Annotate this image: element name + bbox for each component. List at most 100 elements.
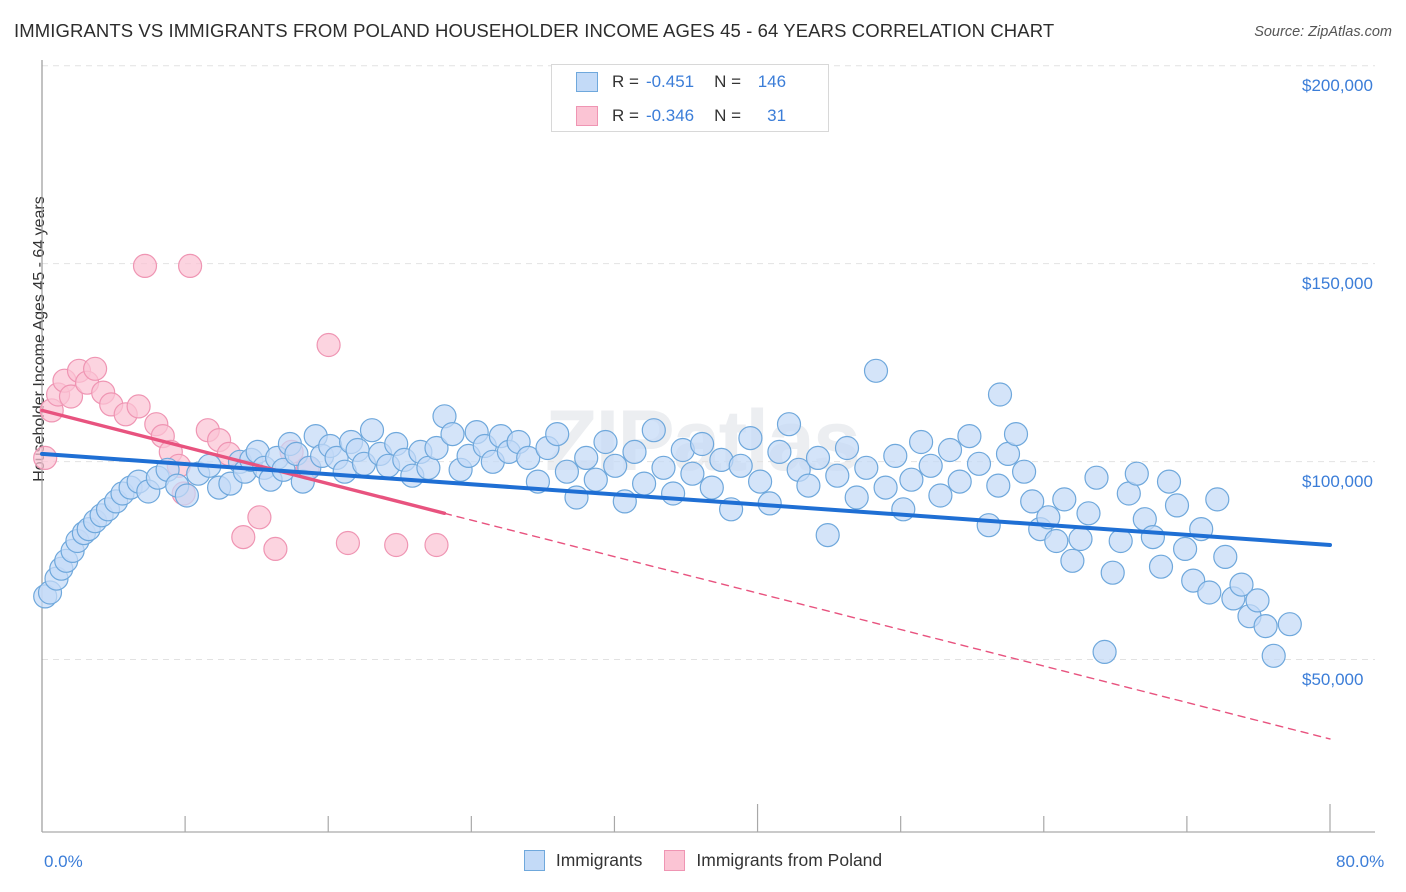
data-point bbox=[908, 429, 934, 455]
correlation-stats-box: R = -0.451 N = 146 R = -0.346 N = 31 bbox=[551, 64, 829, 132]
legend-item-immigrants[interactable]: Immigrants bbox=[523, 850, 643, 871]
data-point bbox=[689, 431, 715, 457]
data-point bbox=[883, 443, 908, 468]
data-point bbox=[1020, 489, 1045, 514]
data-point bbox=[805, 445, 831, 470]
data-point bbox=[1092, 639, 1117, 665]
data-point bbox=[1245, 588, 1270, 613]
data-point bbox=[178, 253, 203, 278]
data-point bbox=[918, 453, 943, 478]
pink-r-label: R = bbox=[612, 106, 639, 125]
data-point bbox=[834, 435, 860, 461]
y-tick-label: $100,000 bbox=[1302, 471, 1373, 491]
data-point bbox=[1261, 643, 1286, 668]
data-point bbox=[747, 469, 773, 494]
data-point bbox=[316, 332, 341, 358]
data-point bbox=[660, 481, 686, 506]
data-point bbox=[854, 455, 879, 480]
legend-item-immigrants-from-poland[interactable]: Immigrants from Poland bbox=[664, 850, 882, 871]
data-point bbox=[651, 455, 676, 480]
data-point bbox=[1148, 554, 1174, 579]
data-point bbox=[603, 453, 628, 478]
pink-n-value: 31 bbox=[767, 106, 787, 125]
data-point bbox=[631, 471, 657, 496]
data-point bbox=[796, 473, 821, 498]
data-point bbox=[1277, 612, 1302, 637]
data-point bbox=[976, 513, 1001, 538]
data-point bbox=[33, 445, 58, 470]
blue-points-group bbox=[33, 358, 1302, 668]
trendlines-group bbox=[40, 408, 1332, 740]
data-point bbox=[844, 485, 869, 510]
data-point bbox=[767, 439, 792, 464]
data-point bbox=[1011, 459, 1037, 484]
data-point bbox=[966, 451, 992, 476]
data-point bbox=[359, 418, 385, 443]
data-point bbox=[1060, 548, 1085, 573]
y-tick-label: $150,000 bbox=[1302, 273, 1373, 293]
data-point bbox=[899, 467, 924, 492]
pink-trendline-extension bbox=[443, 512, 1331, 740]
pink-trendline bbox=[40, 408, 447, 516]
data-point bbox=[58, 384, 84, 409]
data-point bbox=[1100, 560, 1125, 585]
data-point bbox=[986, 473, 1011, 498]
data-point bbox=[641, 418, 666, 443]
data-point bbox=[1253, 613, 1278, 639]
data-point bbox=[1084, 465, 1109, 490]
data-point bbox=[574, 445, 599, 470]
legend-label-immigrants-from-poland: Immigrants from Poland bbox=[696, 850, 883, 870]
data-point bbox=[263, 536, 288, 562]
data-point bbox=[1164, 493, 1190, 518]
y-tick-label: $200,000 bbox=[1302, 75, 1373, 95]
data-point bbox=[937, 437, 963, 463]
data-point bbox=[1124, 461, 1149, 486]
data-point bbox=[247, 505, 272, 530]
data-point bbox=[545, 422, 570, 447]
data-point bbox=[132, 253, 158, 278]
legend-swatch-immigrants bbox=[523, 850, 545, 871]
data-point bbox=[873, 475, 898, 500]
data-point bbox=[1213, 544, 1238, 570]
data-point bbox=[1140, 524, 1166, 550]
data-point bbox=[776, 412, 802, 437]
stat-row-pink: R = -0.346 N = 31 bbox=[552, 99, 828, 133]
blue-series-swatch bbox=[576, 72, 598, 92]
x-axis-ticks bbox=[41, 804, 1331, 832]
bottom-legend: Immigrants Immigrants from Poland bbox=[0, 850, 1406, 871]
data-point bbox=[424, 532, 449, 558]
data-point bbox=[384, 532, 409, 558]
data-point bbox=[928, 483, 953, 508]
data-point bbox=[987, 382, 1013, 407]
data-point bbox=[1172, 536, 1198, 562]
data-point bbox=[815, 522, 840, 548]
data-point bbox=[1044, 528, 1069, 554]
data-point bbox=[1068, 526, 1093, 552]
data-point bbox=[126, 394, 151, 419]
x-tick-min: 0.0% bbox=[44, 852, 83, 871]
legend-label-immigrants: Immigrants bbox=[555, 850, 643, 870]
data-point bbox=[554, 459, 580, 484]
source-label: Source: ZipAtlas.com bbox=[1254, 24, 1392, 40]
data-point bbox=[1205, 487, 1230, 512]
data-point bbox=[583, 467, 608, 492]
data-point bbox=[1108, 528, 1133, 554]
pink-series-swatch bbox=[576, 106, 598, 126]
data-point bbox=[738, 426, 763, 451]
data-point bbox=[593, 429, 618, 455]
blue-n-label: N = bbox=[714, 72, 742, 91]
data-point bbox=[699, 475, 724, 500]
data-point bbox=[82, 356, 108, 381]
data-point bbox=[1076, 501, 1101, 526]
data-point bbox=[516, 445, 541, 470]
data-point bbox=[622, 439, 647, 464]
pink-n-label: N = bbox=[714, 106, 742, 125]
blue-trendline bbox=[40, 451, 1332, 547]
data-point bbox=[1229, 572, 1254, 597]
data-point bbox=[1003, 422, 1029, 447]
data-point bbox=[1052, 487, 1077, 512]
data-point bbox=[728, 453, 753, 478]
stat-row-blue: R = -0.451 N = 146 bbox=[552, 65, 828, 99]
data-point bbox=[335, 530, 360, 556]
